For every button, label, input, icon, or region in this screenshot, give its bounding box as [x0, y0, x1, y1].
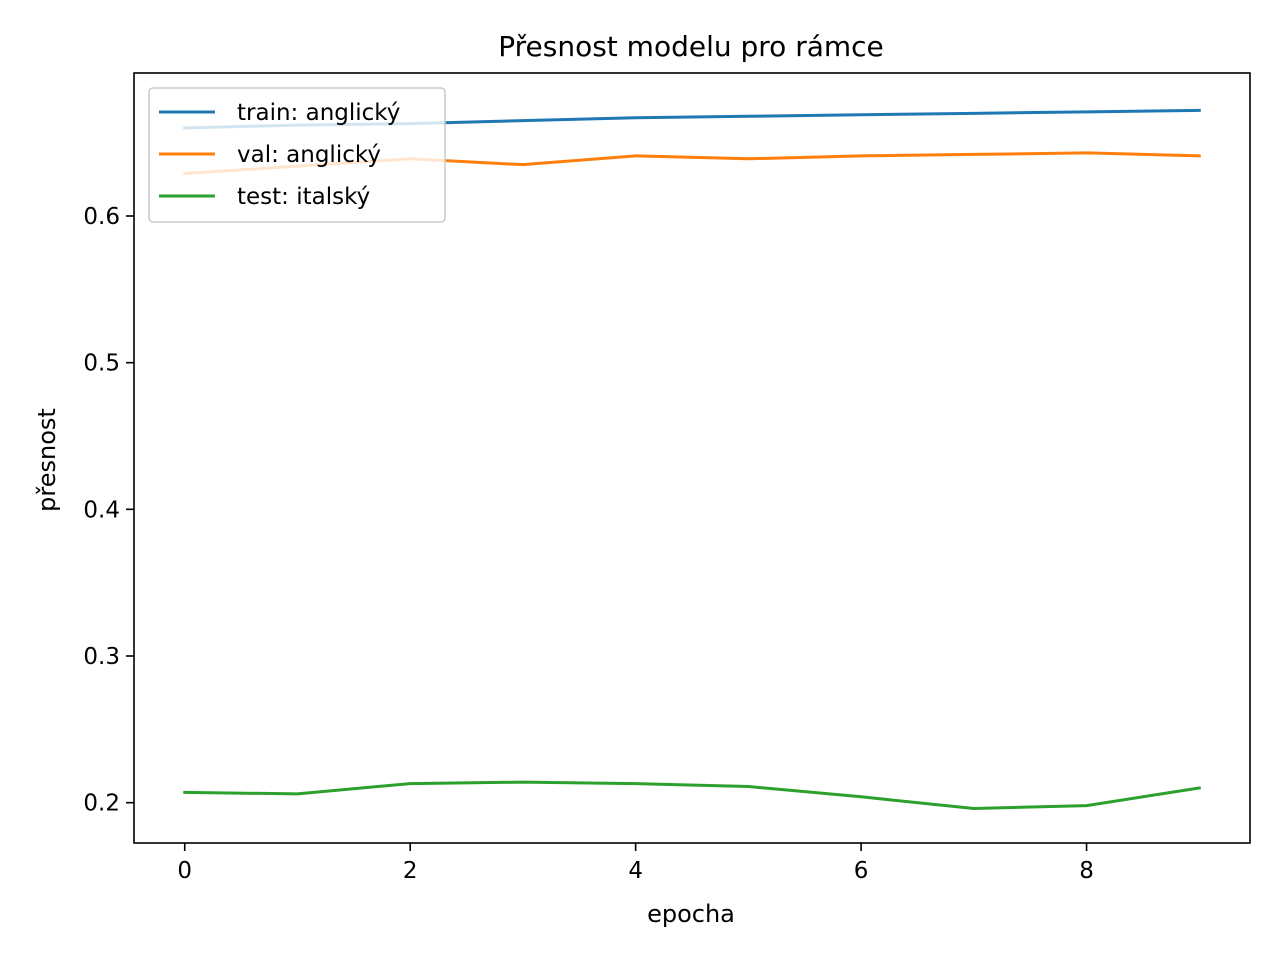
- x-axis-label: epocha: [647, 900, 735, 928]
- legend-label: train: anglický: [237, 100, 400, 126]
- legend-label: test: italský: [237, 184, 370, 210]
- x-tick-label: 6: [854, 858, 869, 884]
- y-tick-label: 0.2: [83, 791, 120, 817]
- y-axis-ticks: 0.2 0.3 0.4 0.5 0.6: [83, 204, 134, 817]
- legend: train: anglický val: anglický test: italsk…: [148, 87, 446, 223]
- x-tick-label: 4: [628, 858, 643, 884]
- y-tick-label: 0.5: [83, 351, 120, 377]
- x-tick-label: 0: [177, 858, 192, 884]
- y-axis-label: přesnost: [33, 408, 61, 512]
- x-tick-label: 8: [1079, 858, 1094, 884]
- y-tick-label: 0.6: [83, 204, 120, 230]
- y-tick-label: 0.4: [83, 497, 120, 523]
- legend-box: [148, 87, 446, 223]
- chart-title: Přesnost modelu pro rámce: [498, 30, 884, 63]
- x-axis-ticks: 0 2 4 6 8: [177, 843, 1094, 884]
- series-line-3: [183, 780, 1201, 811]
- y-tick-label: 0.3: [83, 644, 120, 670]
- plot-frame: [133, 72, 1251, 844]
- x-tick-label: 2: [403, 858, 418, 884]
- legend-label: val: anglický: [237, 142, 381, 168]
